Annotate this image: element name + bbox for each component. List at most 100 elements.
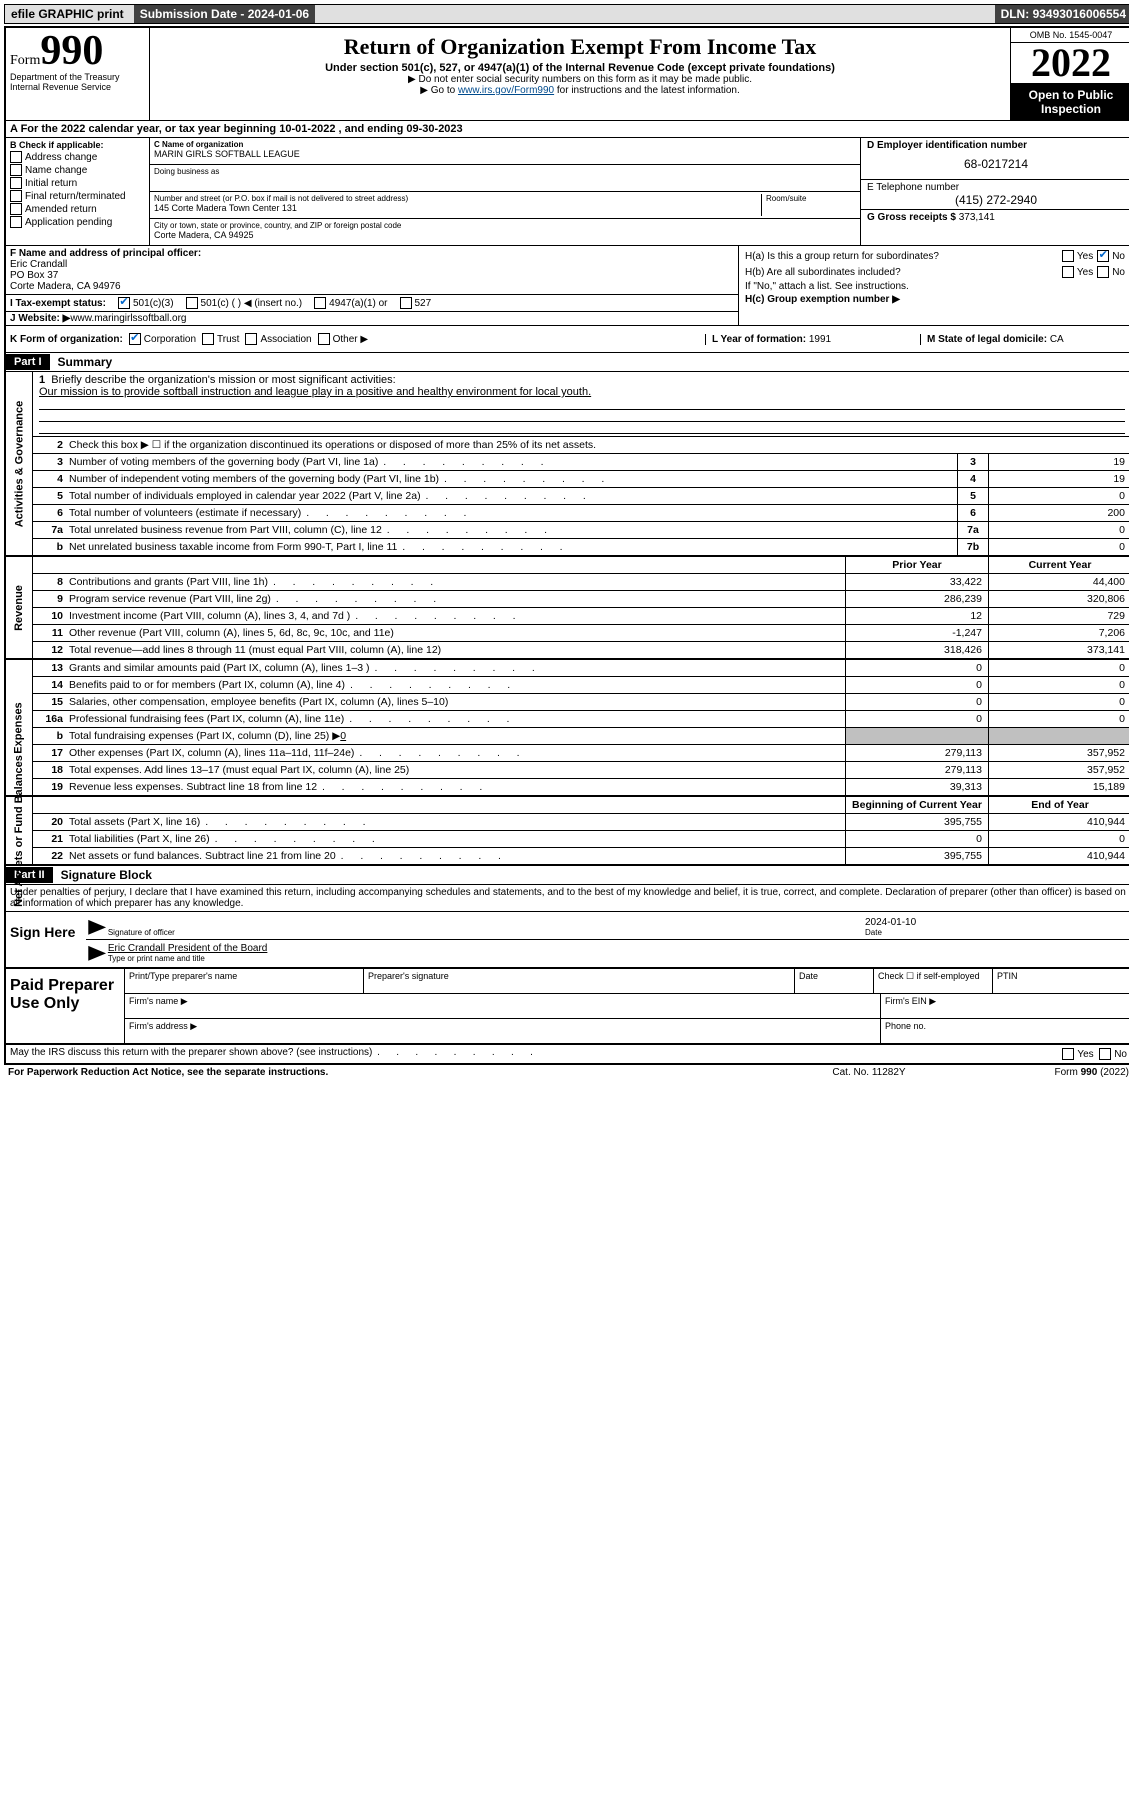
line-19: Revenue less expenses. Subtract line 18 … (67, 779, 845, 795)
prep-sig-label: Preparer's signature (364, 969, 795, 993)
section-revenue: Revenue Prior YearCurrent Year 8Contribu… (6, 557, 1129, 660)
line-20: Total assets (Part X, line 16) (67, 814, 845, 830)
chk-final-return[interactable] (10, 190, 22, 202)
submission-date: Submission Date - 2024-01-06 (134, 5, 315, 23)
line-7a: Total unrelated business revenue from Pa… (67, 522, 957, 538)
chk-4947[interactable] (314, 297, 326, 309)
line-16b: Total fundraising expenses (Part IX, col… (67, 728, 845, 744)
sig-date-value: 2024-01-10 (865, 917, 1125, 928)
officer-name: Eric Crandall (10, 259, 67, 270)
sig-officer-label: Signature of officer (108, 928, 861, 937)
chk-ha-no[interactable] (1097, 250, 1109, 262)
end-22: 410,944 (988, 848, 1129, 864)
chk-501c3[interactable] (118, 297, 130, 309)
sign-here-label: Sign Here (6, 912, 84, 967)
chk-name-change[interactable] (10, 164, 22, 176)
curr-12: 373,141 (988, 642, 1129, 658)
curr-10: 729 (988, 608, 1129, 624)
form-header: Form990 Department of the Treasury Inter… (6, 28, 1129, 121)
form-title: Return of Organization Exempt From Incom… (154, 34, 1006, 60)
title-box: Return of Organization Exempt From Incom… (150, 28, 1010, 120)
efile-label[interactable]: efile GRAPHIC print (5, 5, 130, 23)
chk-amended[interactable] (10, 203, 22, 215)
chk-501c[interactable] (186, 297, 198, 309)
curr-8: 44,400 (988, 574, 1129, 590)
box-b: B Check if applicable: Address change Na… (6, 138, 150, 245)
domicile-label: M State of legal domicile: (927, 334, 1050, 345)
line-12: Total revenue—add lines 8 through 11 (mu… (67, 642, 845, 658)
year-formation-label: L Year of formation: (712, 334, 809, 345)
lower-left: F Name and address of principal officer:… (6, 246, 739, 325)
prior-14: 0 (845, 677, 988, 693)
line-15: Salaries, other compensation, employee b… (67, 694, 845, 710)
org-street: 145 Corte Madera Town Center 131 (154, 203, 761, 213)
form-id-box: Form990 Department of the Treasury Inter… (6, 28, 150, 120)
irs-link[interactable]: www.irs.gov/Form990 (458, 85, 554, 96)
discuss-question: May the IRS discuss this return with the… (10, 1047, 1062, 1061)
chk-corp[interactable] (129, 333, 141, 345)
chk-hb-no[interactable] (1097, 266, 1109, 278)
info-grid: B Check if applicable: Address change Na… (6, 138, 1129, 246)
chk-assoc[interactable] (245, 333, 257, 345)
box-c: C Name of organization MARIN GIRLS SOFTB… (150, 138, 861, 245)
dept-label: Department of the Treasury (10, 72, 145, 82)
form-footer: Form 990 (2022) (969, 1067, 1129, 1078)
begin-22: 395,755 (845, 848, 988, 864)
begin-20: 395,755 (845, 814, 988, 830)
chk-discuss-no[interactable] (1099, 1048, 1111, 1060)
part1-header: Part I Summary (6, 353, 1129, 372)
paid-preparer: Paid Preparer Use Only Print/Type prepar… (6, 968, 1129, 1044)
line-22: Net assets or fund balances. Subtract li… (67, 848, 845, 864)
hb-label: H(b) Are all subordinates included? (745, 267, 1058, 278)
prior-19: 39,313 (845, 779, 988, 795)
discuss-row: May the IRS discuss this return with the… (6, 1044, 1129, 1063)
chk-ha-yes[interactable] (1062, 250, 1074, 262)
year-box: OMB No. 1545-0047 2022 Open to Public In… (1010, 28, 1129, 120)
line-17: Other expenses (Part IX, column (A), lin… (67, 745, 845, 761)
curr-16a: 0 (988, 711, 1129, 727)
line-13: Grants and similar amounts paid (Part IX… (67, 660, 845, 676)
curr-19: 15,189 (988, 779, 1129, 795)
grey-16b-p (845, 728, 988, 744)
chk-address-change[interactable] (10, 151, 22, 163)
section-governance: Activities & Governance 1 Briefly descri… (6, 372, 1129, 557)
line-9: Program service revenue (Part VIII, line… (67, 591, 845, 607)
chk-527[interactable] (400, 297, 412, 309)
curr-13: 0 (988, 660, 1129, 676)
firm-name-label: Firm's name ▶ (125, 994, 881, 1018)
note-ssn: ▶ Do not enter social security numbers o… (154, 74, 1006, 85)
officer-label: F Name and address of principal officer: (10, 248, 201, 259)
prior-10: 12 (845, 608, 988, 624)
website-label: J Website: ▶ (10, 313, 70, 324)
prior-18: 279,113 (845, 762, 988, 778)
hc-label: H(c) Group exemption number ▶ (745, 294, 900, 305)
box-h: H(a) Is this a group return for subordin… (739, 246, 1129, 325)
hdr-current-year: Current Year (988, 557, 1129, 573)
irs-label: Internal Revenue Service (10, 82, 145, 92)
line-14: Benefits paid to or for members (Part IX… (67, 677, 845, 693)
chk-trust[interactable] (202, 333, 214, 345)
chk-hb-yes[interactable] (1062, 266, 1074, 278)
val-5: 0 (988, 488, 1129, 504)
line-7b: Net unrelated business taxable income fr… (67, 539, 957, 555)
sig-declaration: Under penalties of perjury, I declare th… (6, 885, 1129, 911)
chk-other[interactable] (318, 333, 330, 345)
chk-initial-return[interactable] (10, 177, 22, 189)
curr-9: 320,806 (988, 591, 1129, 607)
open-inspection: Open to Public Inspection (1011, 84, 1129, 120)
prep-name-label: Print/Type preparer's name (125, 969, 364, 993)
phone-label: E Telephone number (867, 182, 1125, 193)
val-7b: 0 (988, 539, 1129, 555)
pra-notice: For Paperwork Reduction Act Notice, see … (8, 1067, 769, 1078)
chk-discuss-yes[interactable] (1062, 1048, 1074, 1060)
ha-label: H(a) Is this a group return for subordin… (745, 251, 1058, 262)
year-formation-value: 1991 (809, 334, 831, 345)
chk-app-pending[interactable] (10, 216, 22, 228)
arrow-icon: ▶ (89, 916, 106, 937)
prep-self-employed: Check ☐ if self-employed (874, 969, 993, 993)
officer-addr1: PO Box 37 (10, 270, 58, 281)
line-21: Total liabilities (Part X, line 26) (67, 831, 845, 847)
sign-here: Sign Here ▶ Signature of officer 2024-01… (6, 911, 1129, 968)
vlabel-governance: Activities & Governance (6, 372, 33, 555)
prior-15: 0 (845, 694, 988, 710)
